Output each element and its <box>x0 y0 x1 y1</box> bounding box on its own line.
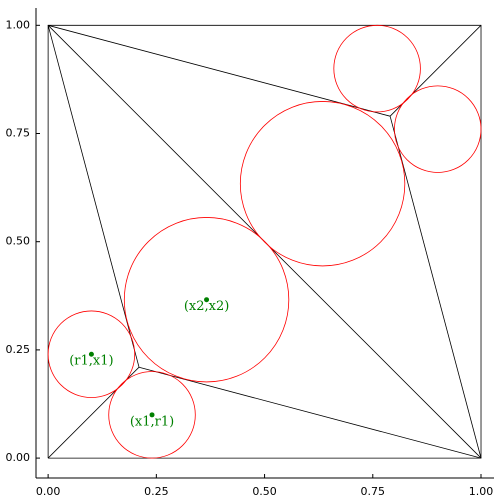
point <box>204 297 210 303</box>
x-tick-label: 0.00 <box>36 485 61 498</box>
circle <box>394 85 482 173</box>
segment <box>48 24 391 117</box>
circle <box>47 310 136 398</box>
y-tick-label: 0.25 <box>6 343 31 356</box>
y-tick-label: 0.00 <box>6 451 31 464</box>
point-label: (r1,x1) <box>69 354 113 369</box>
x-tick-label: 1.00 <box>469 485 494 498</box>
y-tick-label: 0.75 <box>6 127 31 140</box>
y-tick-label: 0.50 <box>6 235 31 248</box>
circle <box>108 371 196 459</box>
point-label: (x1,r1) <box>130 414 174 429</box>
point <box>88 351 94 357</box>
segment <box>47 25 140 368</box>
circle <box>333 24 421 113</box>
point <box>149 412 155 418</box>
y-tick-label: 1.00 <box>6 18 31 31</box>
circle <box>239 101 406 267</box>
x-tick-label: 0.25 <box>144 485 169 498</box>
segment <box>389 116 482 459</box>
segment <box>138 366 482 459</box>
x-tick-label: 0.75 <box>361 485 386 498</box>
circle <box>123 217 290 383</box>
point-label: (x2,x2) <box>184 299 229 314</box>
x-tick-label: 0.50 <box>252 485 277 498</box>
